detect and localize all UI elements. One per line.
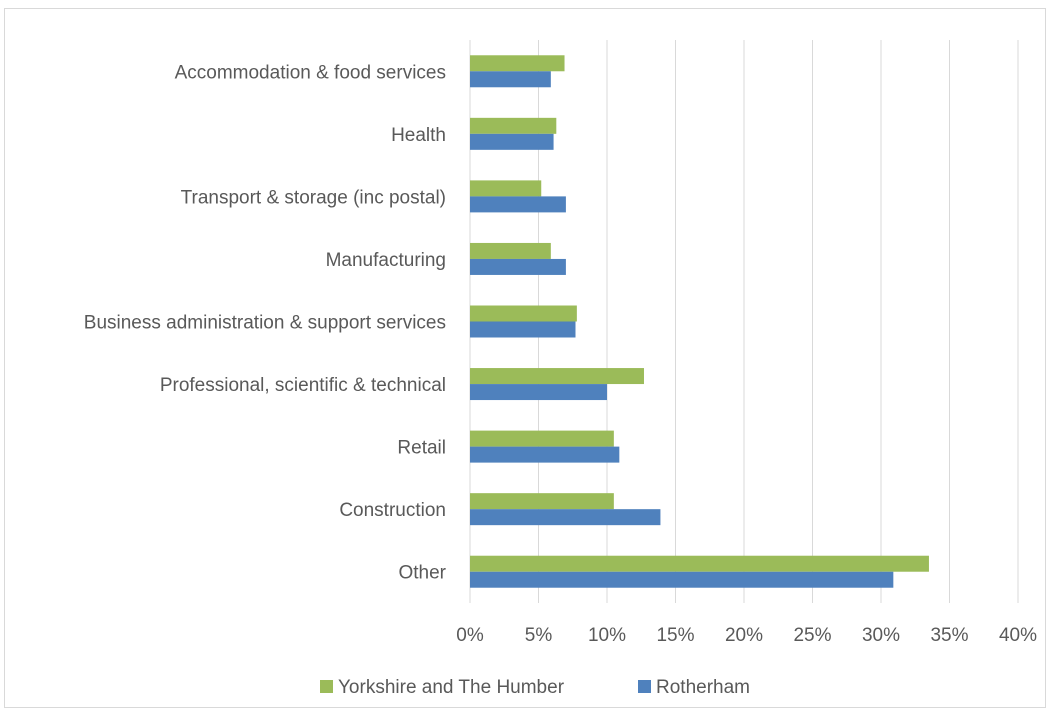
- category-label-1: Health: [391, 125, 446, 146]
- bar-yorkshire-6: [470, 430, 614, 447]
- x-axis-tick-labels: 0% 5% 10% 15% 20% 25% 30% 35% 40%: [456, 625, 1037, 646]
- legend-label-yorkshire: Yorkshire and The Humber: [338, 677, 565, 698]
- bar-yorkshire-4: [470, 305, 577, 322]
- bar-yorkshire-8: [470, 555, 929, 572]
- category-label-4: Business administration & support servic…: [84, 313, 446, 334]
- bar-yorkshire-2: [470, 180, 542, 197]
- bar-rotherham-5: [470, 384, 607, 401]
- category-labels: Accommodation & food services Health Trans…: [84, 62, 447, 583]
- category-label-7: Construction: [339, 500, 446, 521]
- legend-swatch-yorkshire: [320, 680, 333, 693]
- bar-yorkshire-7: [470, 493, 614, 510]
- x-tick-label-1: 5%: [525, 625, 553, 646]
- category-label-0: Accommodation & food services: [175, 62, 446, 83]
- bar-yorkshire-5: [470, 368, 644, 385]
- bar-yorkshire-1: [470, 117, 557, 134]
- bars: [470, 55, 929, 588]
- category-label-5: Professional, scientific & technical: [160, 375, 446, 396]
- legend: Yorkshire and The Humber Rotherham: [320, 677, 750, 698]
- category-label-3: Manufacturing: [326, 250, 446, 271]
- x-tick-label-6: 30%: [862, 625, 900, 646]
- x-tick-label-2: 10%: [588, 625, 626, 646]
- bar-rotherham-4: [470, 321, 576, 338]
- x-tick-label-4: 20%: [725, 625, 763, 646]
- category-label-2: Transport & storage (inc postal): [181, 187, 446, 208]
- bar-rotherham-6: [470, 446, 620, 463]
- category-label-8: Other: [398, 563, 446, 584]
- bar-rotherham-3: [470, 258, 566, 275]
- x-tick-label-0: 0%: [456, 625, 484, 646]
- x-tick-label-5: 25%: [793, 625, 831, 646]
- x-tick-label-7: 35%: [930, 625, 968, 646]
- bar-rotherham-1: [470, 133, 554, 150]
- bar-yorkshire-3: [470, 242, 551, 259]
- category-label-6: Retail: [397, 438, 446, 459]
- legend-swatch-rotherham: [638, 680, 651, 693]
- bar-yorkshire-0: [470, 55, 565, 72]
- bar-rotherham-8: [470, 571, 894, 588]
- legend-label-rotherham: Rotherham: [656, 677, 750, 698]
- bar-rotherham-7: [470, 509, 661, 526]
- x-tick-label-3: 15%: [656, 625, 694, 646]
- bar-rotherham-0: [470, 71, 551, 88]
- x-tick-label-8: 40%: [999, 625, 1037, 646]
- bar-rotherham-2: [470, 196, 566, 213]
